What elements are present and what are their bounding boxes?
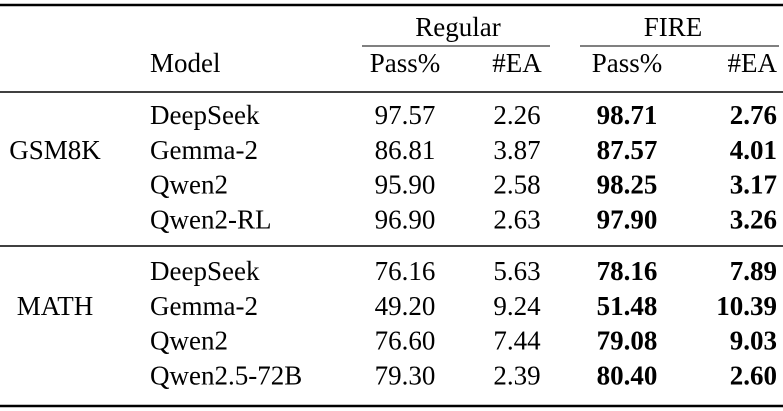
column-header: #EA (492, 48, 542, 78)
cell-value: 2.63 (493, 204, 540, 234)
cell-value: 3.87 (493, 135, 540, 165)
column-header: #EA (728, 48, 778, 78)
model-name: Qwen2 (150, 326, 228, 356)
cell-value: 95.90 (375, 170, 436, 200)
cell-value: 9.24 (493, 291, 541, 321)
cell-value: 3.26 (730, 204, 777, 234)
model-name: DeepSeek (150, 100, 260, 130)
cell-value: 2.58 (493, 170, 540, 200)
group-header: Regular (415, 12, 500, 42)
group-header: FIRE (644, 12, 703, 42)
cell-value: 79.08 (597, 326, 658, 356)
cell-value: 79.30 (375, 360, 436, 390)
cell-value: 80.40 (597, 360, 658, 390)
cell-value: 7.89 (730, 256, 777, 286)
cell-value: 4.01 (730, 135, 777, 165)
cell-value: 98.25 (597, 170, 658, 200)
cell-value: 10.39 (716, 291, 777, 321)
model-name: Qwen2 (150, 170, 228, 200)
cell-value: 5.63 (493, 256, 540, 286)
cell-value: 2.60 (730, 360, 777, 390)
cell-value: 76.60 (375, 326, 436, 356)
model-name: Gemma-2 (150, 135, 258, 165)
model-name: Gemma-2 (150, 291, 258, 321)
cell-value: 98.71 (597, 100, 658, 130)
cell-value: 3.17 (730, 170, 777, 200)
column-header: Pass% (370, 48, 441, 78)
cell-value: 97.57 (375, 100, 436, 130)
cell-value: 9.03 (730, 326, 777, 356)
cell-value: 2.39 (493, 360, 540, 390)
cell-value: 49.20 (375, 291, 436, 321)
cell-value: 2.76 (730, 100, 777, 130)
cell-value: 7.44 (493, 326, 541, 356)
cell-value: 2.26 (493, 100, 540, 130)
cell-value: 76.16 (375, 256, 436, 286)
cell-value: 51.48 (597, 291, 658, 321)
column-header: Pass% (592, 48, 663, 78)
model-name: Qwen2.5-72B (150, 360, 302, 390)
cell-value: 97.90 (597, 204, 658, 234)
cell-value: 96.90 (375, 204, 436, 234)
dataset-label: MATH (17, 291, 94, 321)
column-header: Model (150, 48, 221, 78)
model-name: Qwen2-RL (150, 204, 271, 234)
dataset-label: GSM8K (9, 135, 101, 165)
model-name: DeepSeek (150, 256, 260, 286)
cell-value: 78.16 (597, 256, 658, 286)
cell-value: 87.57 (597, 135, 658, 165)
cell-value: 86.81 (375, 135, 436, 165)
